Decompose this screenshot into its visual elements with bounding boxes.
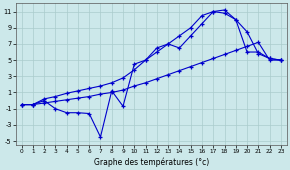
X-axis label: Graphe des températures (°c): Graphe des températures (°c) xyxy=(94,157,209,167)
